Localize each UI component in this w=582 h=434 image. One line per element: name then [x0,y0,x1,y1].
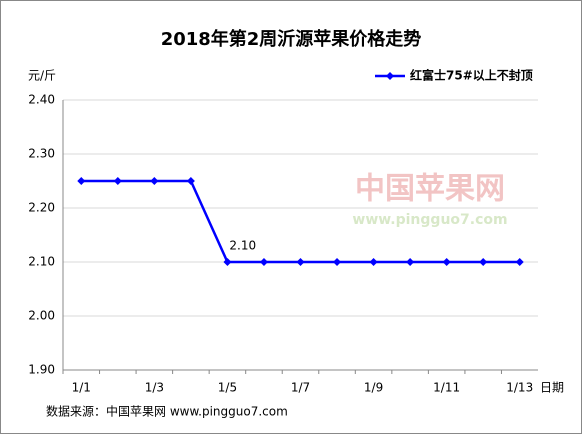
y-tick-label: 2.30 [28,147,55,161]
y-tick-label: 2.20 [28,201,55,215]
x-axis-label: 日期 [540,381,564,395]
y-tick-label: 1.90 [28,363,55,377]
point [479,258,488,266]
x-tick-label: 1/1 [72,381,91,395]
y-tick-label: 2.10 [28,255,55,269]
point [296,258,305,266]
point [333,258,342,266]
watermark: www.pingguo7.com [352,212,507,228]
x-tick-label: 1/3 [145,381,164,395]
y-tick-label: 2.40 [28,93,55,107]
y-tick-label: 2.00 [28,309,55,323]
chart-title: 2018年第2周沂源苹果价格走势 [161,28,422,50]
data-label: 2.10 [229,239,256,253]
point [186,177,195,185]
legend-label: 红富士75#以上不封顶 [410,68,533,83]
point [369,258,378,266]
x-tick-label: 1/7 [291,381,310,395]
point [259,258,268,266]
point [442,258,451,266]
source: 数据来源：中国苹果网 www.pingguo7.com [46,404,288,419]
watermark: 中国苹果网 [355,172,505,207]
point [77,177,86,185]
point [406,258,415,266]
point [223,258,232,266]
x-tick-label: 1/9 [364,381,383,395]
x-tick-label: 1/5 [218,381,237,395]
x-tick-label: 1/13 [506,381,533,395]
point [113,177,122,185]
legend-marker [386,72,394,80]
y-axis-label: 元/斤 [28,69,56,83]
point [515,258,524,266]
point [150,177,159,185]
x-tick-label: 1/11 [433,381,460,395]
